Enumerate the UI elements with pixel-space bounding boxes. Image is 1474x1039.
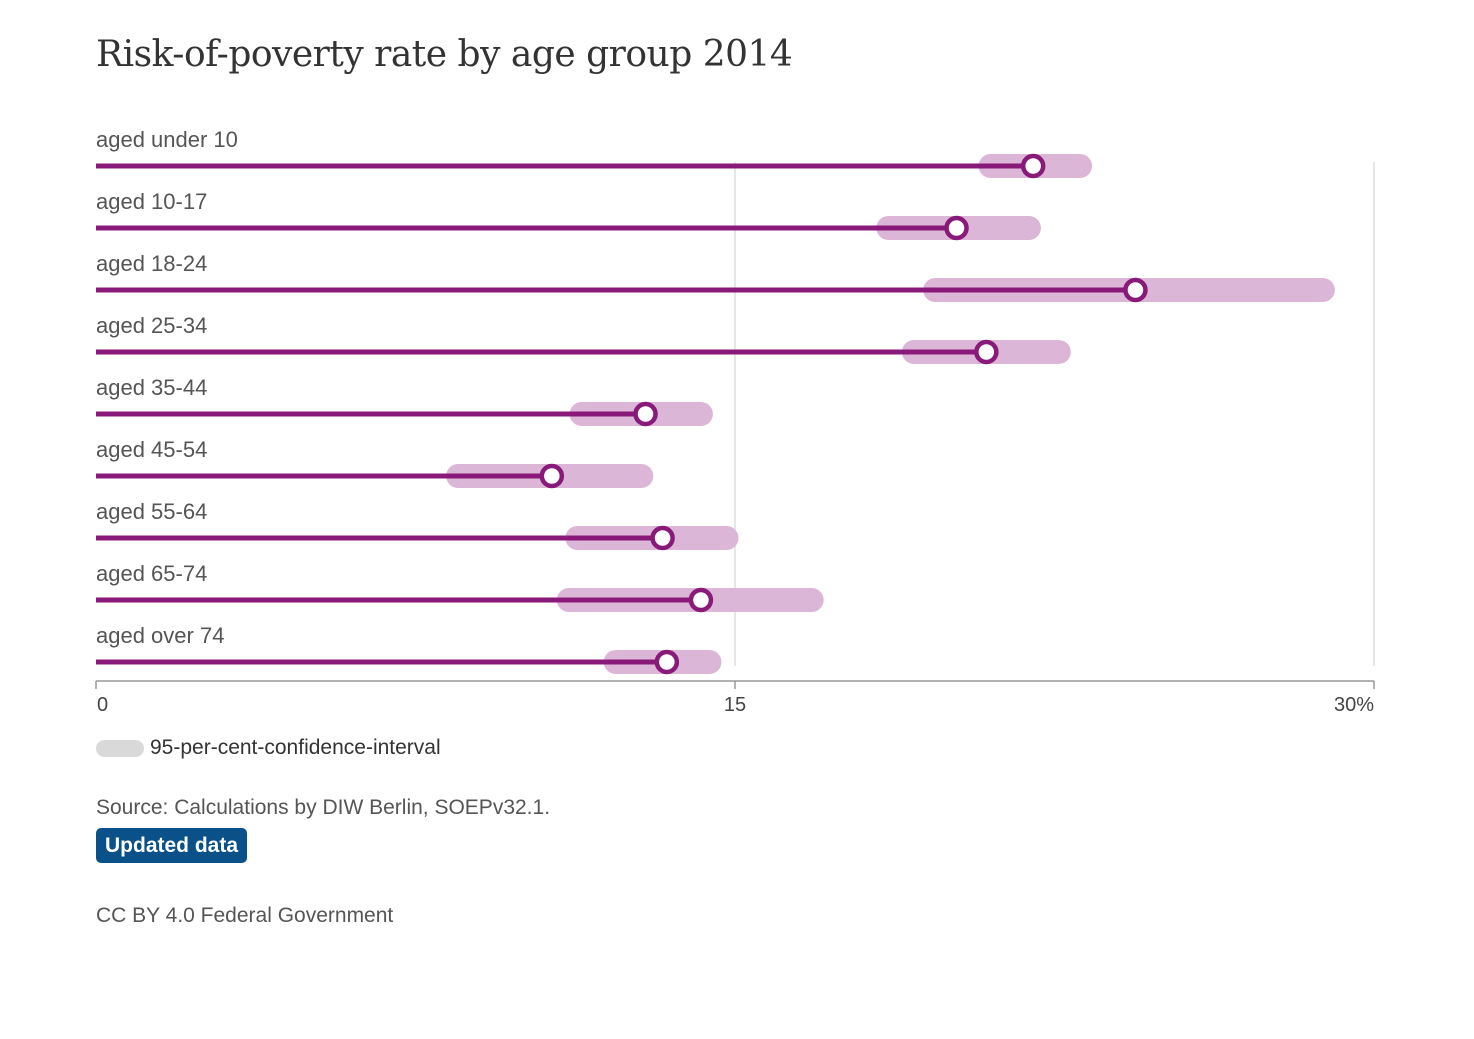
row-8: aged over 74	[96, 623, 722, 675]
updated-data-badge[interactable]: Updated data	[96, 828, 248, 863]
grid-layer	[734, 162, 1375, 666]
legend-label: 95-per-cent-confidence-interval	[150, 736, 441, 759]
value-marker[interactable]	[650, 525, 675, 551]
category-label: aged over 74	[96, 623, 224, 648]
row-6: aged 55-64	[96, 499, 739, 551]
category-label: aged 65-74	[96, 561, 207, 586]
value-marker[interactable]	[539, 463, 565, 489]
x-tick-label: 30%	[1334, 694, 1374, 716]
legend-swatch	[96, 739, 144, 757]
row-1: aged 10-17	[96, 189, 1041, 241]
row-3: aged 25-34	[96, 313, 1071, 365]
category-label: aged 10-17	[96, 189, 207, 214]
source-note: Source: Calculations by DIW Berlin, SOEP…	[96, 796, 551, 819]
value-marker[interactable]	[654, 649, 680, 675]
row-0: aged under 10	[96, 127, 1093, 179]
legend: 95-per-cent-confidence-interval	[96, 736, 441, 760]
value-marker[interactable]	[688, 587, 714, 613]
value-marker[interactable]	[1123, 277, 1148, 303]
category-label: aged 18-24	[96, 251, 207, 276]
value-marker[interactable]	[633, 401, 658, 427]
category-label: aged 55-64	[96, 499, 207, 524]
row-2: aged 18-24	[96, 251, 1335, 303]
x-tick-label: 0	[97, 694, 108, 716]
rows-layer: aged under 10 aged 10-17 aged 18-24 aged 25…	[96, 127, 1335, 675]
chart-title: Risk-of-poverty rate by age group 2014	[96, 34, 793, 75]
category-label: aged 35-44	[96, 375, 207, 400]
x-axis: 0 15 30%	[95, 680, 1375, 716]
license-note: CC BY 4.0 Federal Government	[96, 904, 394, 927]
value-marker[interactable]	[1020, 153, 1046, 179]
x-tick-label: 15	[724, 694, 746, 716]
chart-plot: aged under 10 aged 10-17 aged 18-24 aged 25…	[95, 127, 1375, 716]
row-7: aged 65-74	[96, 561, 824, 613]
category-label: aged under 10	[96, 127, 238, 152]
value-marker[interactable]	[944, 215, 969, 241]
category-label: aged 45-54	[96, 437, 207, 462]
row-4: aged 35-44	[96, 375, 713, 427]
value-marker[interactable]	[974, 339, 999, 365]
row-5: aged 45-54	[96, 437, 654, 489]
category-label: aged 25-34	[96, 313, 207, 338]
